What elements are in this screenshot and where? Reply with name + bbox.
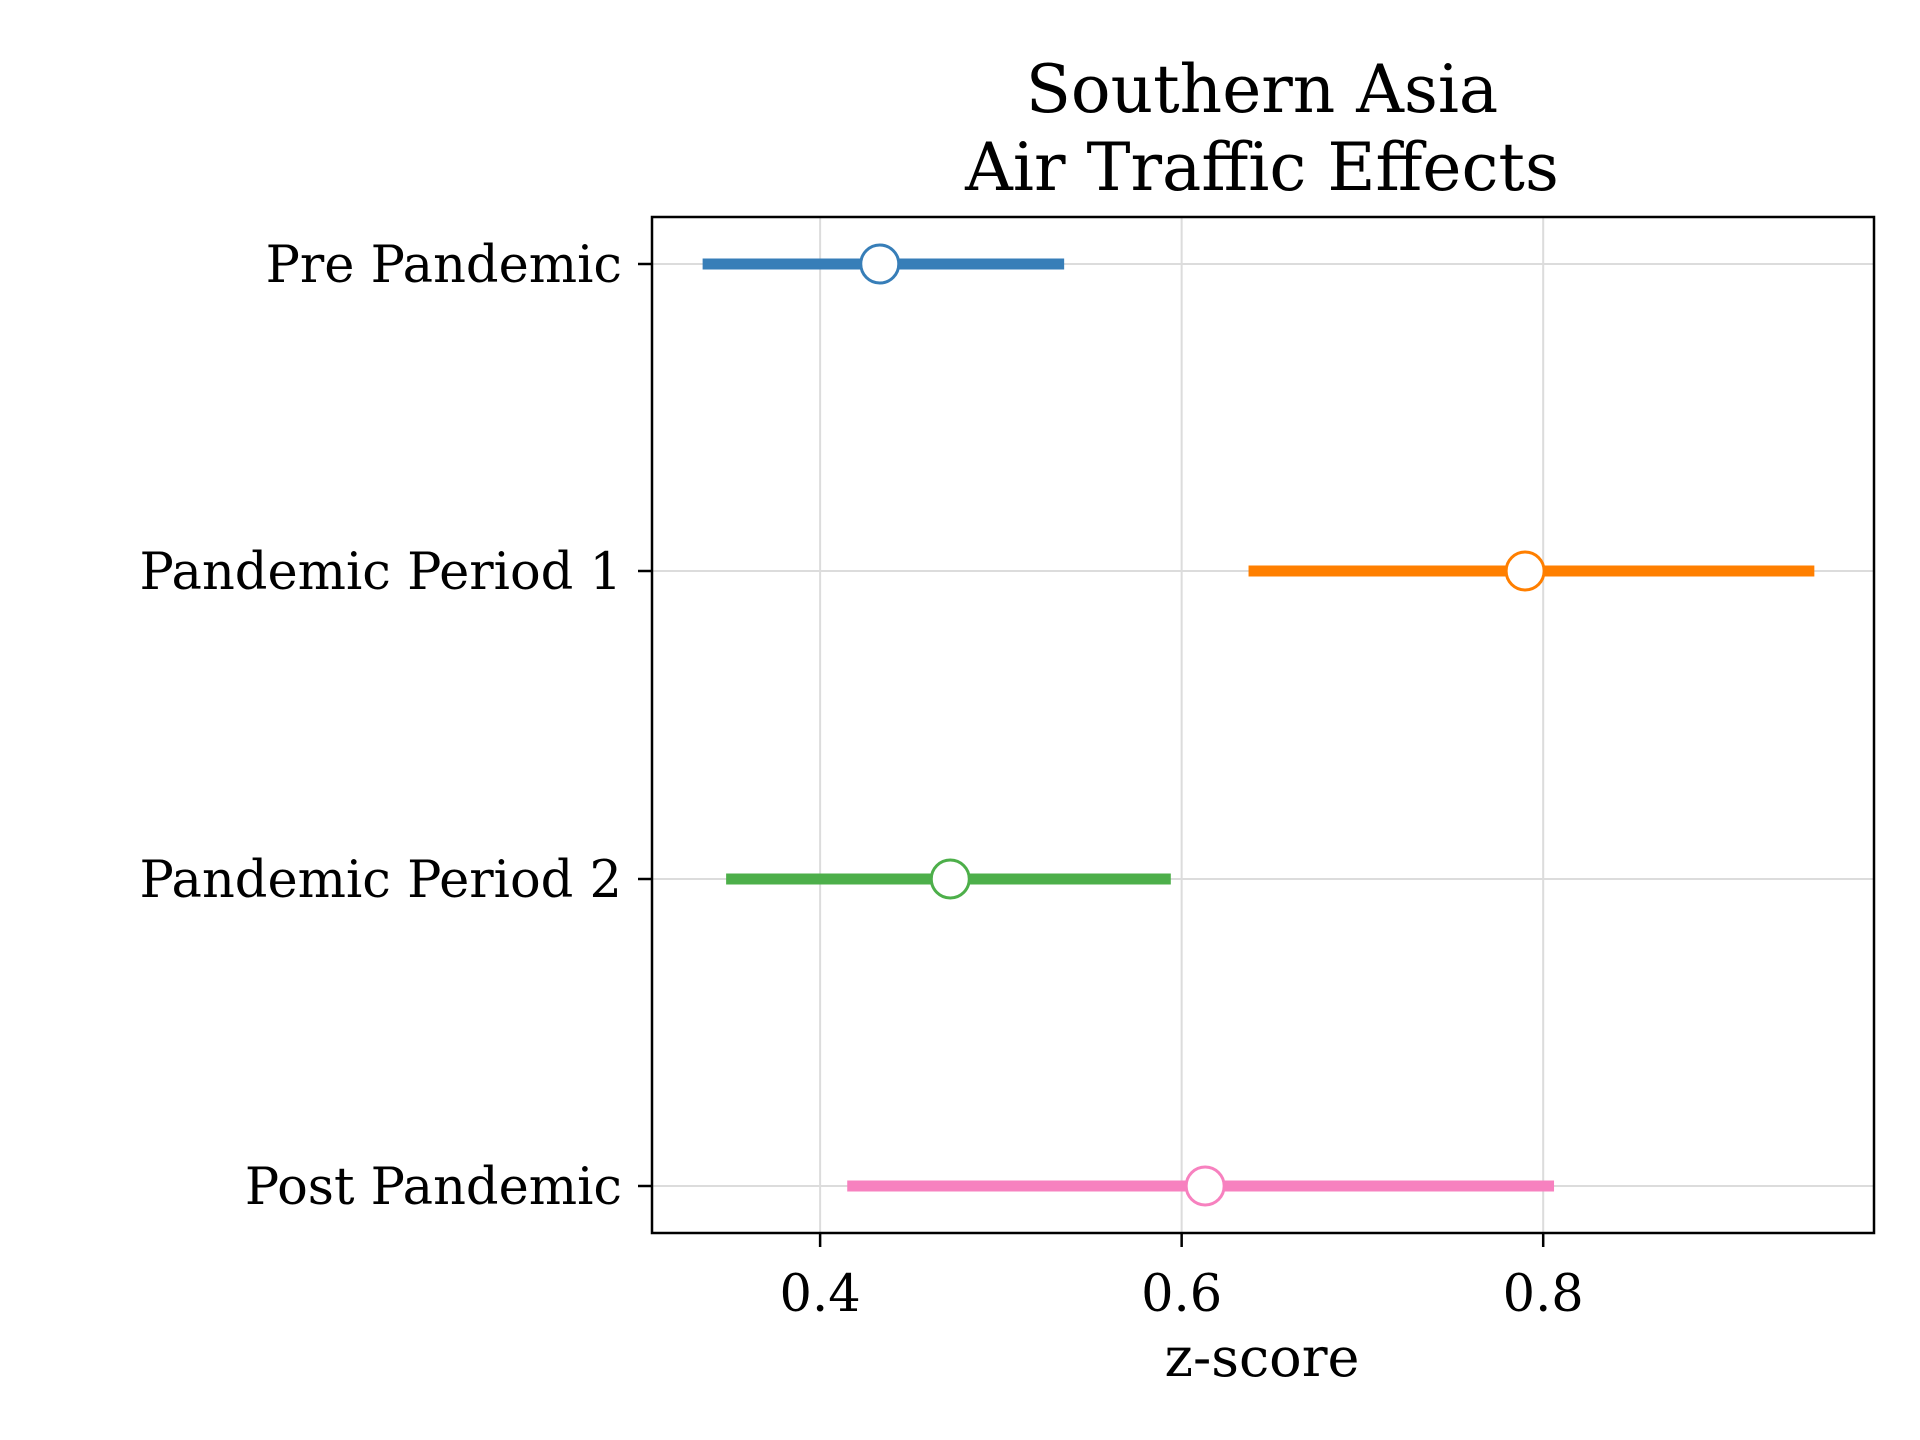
ticks-layer: 0.4 0.6 0.8 Pre Pandemic Pandemic Period 1 Pa… xyxy=(140,236,1584,1324)
y-tick-label: Pandemic Period 2 xyxy=(140,851,622,910)
x-axis-label: z-score xyxy=(1165,1326,1360,1389)
estimate-marker xyxy=(929,858,971,900)
y-tick-label: Pandemic Period 1 xyxy=(140,543,622,602)
y-tick-label: Post Pandemic xyxy=(245,1158,622,1217)
chart-title: Southern Asia Air Traffic Effects xyxy=(964,51,1559,206)
estimate-marker xyxy=(1184,1165,1226,1207)
estimate-marker xyxy=(1504,550,1546,592)
y-tick-label: Pre Pandemic xyxy=(266,236,622,295)
chart-title-line-1: Southern Asia xyxy=(1026,51,1499,128)
plot-frame xyxy=(650,215,1876,1235)
x-tick-label: 0.8 xyxy=(1503,1265,1584,1324)
chart-title-line-2: Air Traffic Effects xyxy=(964,129,1559,206)
estimate-marker xyxy=(859,243,901,285)
x-tick-label: 0.4 xyxy=(780,1265,861,1324)
grid-layer xyxy=(652,217,1874,1233)
series-layer xyxy=(702,243,1815,1207)
x-tick-label: 0.6 xyxy=(1141,1265,1222,1324)
